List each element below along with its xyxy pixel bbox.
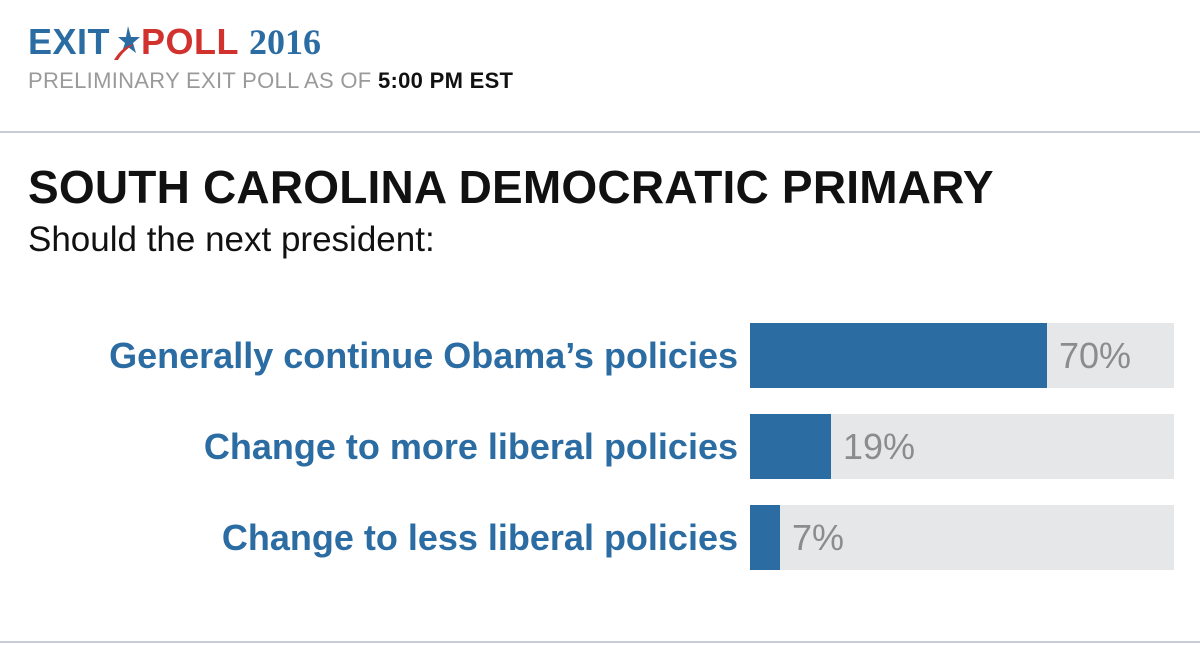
bar-category-label: Change to less liberal policies: [221, 517, 738, 558]
bar-value-label: 7%: [792, 517, 845, 558]
chart-title: SOUTH CAROLINA DEMOCRATIC PRIMARY: [28, 161, 994, 213]
exit-poll-logo: EXIT POLL 2016: [28, 18, 513, 66]
bar: [750, 505, 780, 570]
bar-row: Generally continue Obama’s policies 70%: [0, 323, 1200, 388]
bar-track: [750, 505, 1174, 570]
bottom-divider: [0, 641, 1200, 643]
bar: [750, 323, 1047, 388]
timestamp-time: 5:00 PM EST: [377, 68, 514, 93]
logo-year-text: 2016: [249, 22, 322, 62]
bar-track: [750, 323, 1174, 388]
star-icon: [114, 26, 141, 60]
timestamp-line: PRELIMINARY EXIT POLL AS OF 5:00 PM EST: [28, 68, 513, 94]
bar-value-label: 19%: [843, 426, 916, 467]
header: EXIT POLL 2016 PRELIMINARY EXIT POLL AS …: [28, 18, 513, 94]
timestamp-prefix: PRELIMINARY EXIT POLL AS OF: [28, 68, 372, 93]
bar-track: [750, 414, 1174, 479]
bar-value-label: 70%: [1059, 335, 1132, 376]
bar-category-label: Generally continue Obama’s policies: [109, 335, 738, 376]
bar-row: Change to more liberal policies 19%: [0, 414, 1200, 479]
bar-category-label: Change to more liberal policies: [203, 426, 738, 467]
bar-row: Change to less liberal policies 7%: [0, 505, 1200, 570]
chart-subtitle: Should the next president:: [28, 220, 435, 259]
top-divider: [0, 131, 1200, 133]
logo-poll-text: POLL: [141, 21, 240, 62]
bar: [750, 414, 831, 479]
logo-exit-text: EXIT: [28, 21, 111, 62]
